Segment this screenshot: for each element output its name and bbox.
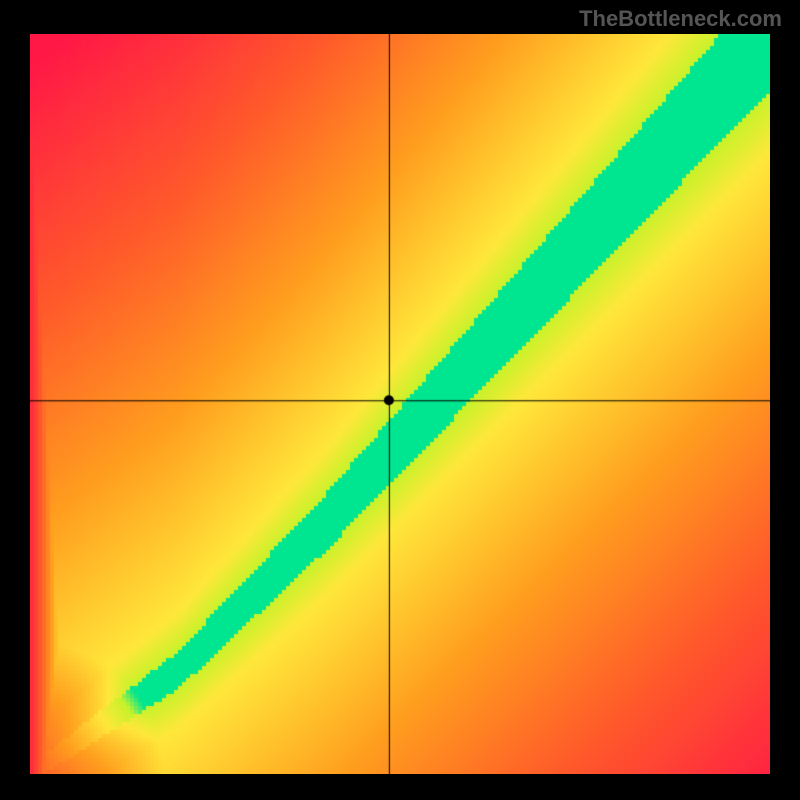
bottleneck-heatmap xyxy=(30,34,770,774)
watermark-text: TheBottleneck.com xyxy=(579,6,782,32)
chart-container: { "canvas": { "page_w": 800, "page_h": 8… xyxy=(0,0,800,800)
